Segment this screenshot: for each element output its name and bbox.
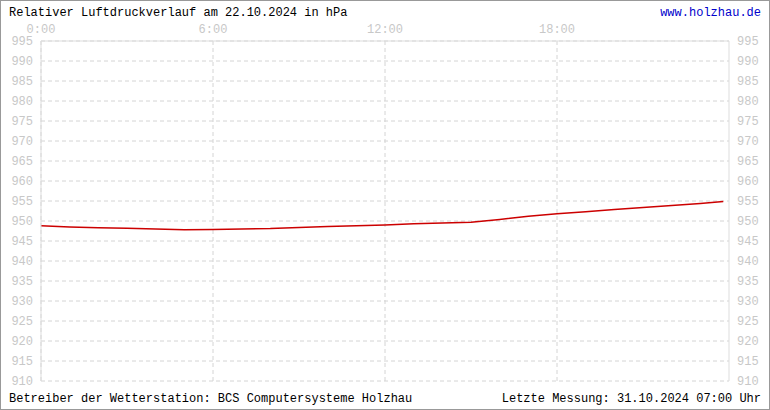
- svg-text:970: 970: [737, 135, 759, 149]
- svg-text:950: 950: [11, 215, 33, 229]
- svg-text:910: 910: [737, 375, 759, 389]
- html-text:www.holzhau.de: www.holzhau.de: [660, 6, 761, 20]
- svg-text:920: 920: [11, 335, 33, 349]
- svg-text:965: 965: [11, 155, 33, 169]
- svg-text:925: 925: [737, 315, 759, 329]
- svg-text:970: 970: [11, 135, 33, 149]
- svg-text:985: 985: [737, 75, 759, 89]
- svg-text:955: 955: [11, 195, 33, 209]
- html-text:Letzte Messung: 31.10.2024 07:: Letzte Messung: 31.10.2024 07:00 Uhr: [501, 392, 761, 406]
- svg-text:975: 975: [11, 115, 33, 129]
- svg-text:925: 925: [11, 315, 33, 329]
- svg-text:995: 995: [737, 35, 759, 49]
- svg-text:945: 945: [11, 235, 33, 249]
- svg-text:915: 915: [737, 355, 759, 369]
- svg-text:18:00: 18:00: [539, 23, 575, 37]
- svg-text:965: 965: [737, 155, 759, 169]
- svg-text:935: 935: [11, 275, 33, 289]
- svg-text:985: 985: [11, 75, 33, 89]
- svg-text:6:00: 6:00: [199, 23, 228, 37]
- svg-text:945: 945: [737, 235, 759, 249]
- svg-text:940: 940: [737, 255, 759, 269]
- svg-text:990: 990: [737, 55, 759, 69]
- svg-text:940: 940: [11, 255, 33, 269]
- svg-text:995: 995: [11, 35, 33, 49]
- svg-text:975: 975: [737, 115, 759, 129]
- svg-text:0:00: 0:00: [26, 23, 56, 37]
- svg-text:955: 955: [737, 195, 759, 209]
- svg-text:920: 920: [737, 335, 759, 349]
- svg-text:930: 930: [11, 295, 33, 309]
- html-text:Betreiber der Wetterstation: B: Betreiber der Wetterstation: BCS Compute…: [9, 392, 413, 406]
- svg-text:980: 980: [11, 95, 33, 109]
- svg-text:12:00: 12:00: [367, 23, 403, 37]
- svg-text:960: 960: [737, 175, 759, 189]
- html-text:Relativer Luftdruckverlauf am: Relativer Luftdruckverlauf am 22.10.2024…: [9, 6, 348, 20]
- svg-text:950: 950: [737, 215, 759, 229]
- svg-text:930: 930: [737, 295, 759, 309]
- svg-text:990: 990: [11, 55, 33, 69]
- svg-text:915: 915: [11, 355, 33, 369]
- svg-text:910: 910: [11, 375, 33, 389]
- svg-text:960: 960: [11, 175, 33, 189]
- svg-text:935: 935: [737, 275, 759, 289]
- svg-text:980: 980: [737, 95, 759, 109]
